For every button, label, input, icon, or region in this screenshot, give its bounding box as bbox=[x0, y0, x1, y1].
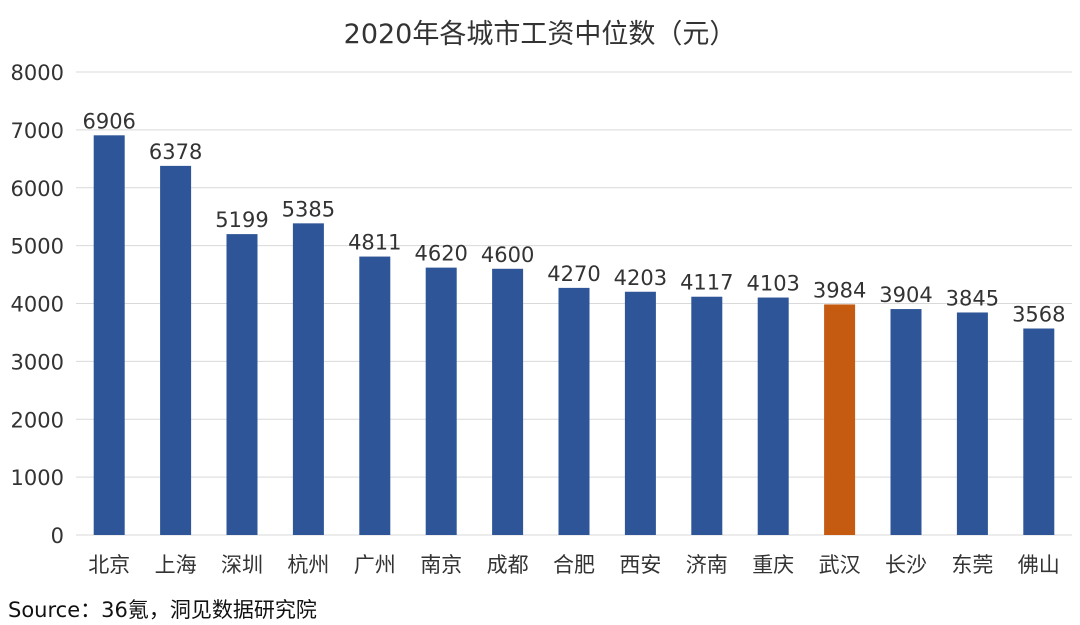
data-label: 4203 bbox=[614, 266, 667, 290]
y-tick-label: 0 bbox=[51, 524, 64, 548]
y-tick-label: 7000 bbox=[11, 119, 64, 143]
data-label: 4117 bbox=[680, 271, 733, 295]
data-label: 3904 bbox=[879, 283, 932, 307]
data-label: 3568 bbox=[1012, 303, 1065, 327]
x-tick-label: 北京 bbox=[88, 553, 130, 577]
bar bbox=[956, 312, 988, 535]
data-label: 4620 bbox=[414, 242, 467, 266]
data-label: 4270 bbox=[547, 262, 600, 286]
bar bbox=[890, 309, 922, 535]
source-note: Source：36氪，洞见数据研究院 bbox=[8, 598, 317, 622]
data-label: 4600 bbox=[481, 243, 534, 267]
bar bbox=[558, 287, 590, 535]
data-label: 3984 bbox=[813, 278, 866, 302]
bar bbox=[160, 165, 192, 536]
bar bbox=[1023, 328, 1055, 535]
x-tick-label: 长沙 bbox=[885, 553, 927, 577]
bar bbox=[292, 223, 324, 535]
bar bbox=[359, 256, 391, 535]
bar bbox=[492, 268, 524, 535]
y-tick-label: 4000 bbox=[11, 293, 64, 317]
x-tick-label: 广州 bbox=[354, 553, 396, 577]
data-label: 5199 bbox=[215, 208, 268, 232]
bar bbox=[226, 234, 258, 535]
x-tick-label: 东莞 bbox=[951, 553, 993, 577]
data-label: 4103 bbox=[746, 272, 799, 296]
x-tick-label: 合肥 bbox=[553, 553, 595, 577]
x-tick-label: 济南 bbox=[686, 553, 728, 577]
bar bbox=[757, 297, 789, 535]
data-label: 5385 bbox=[282, 197, 335, 221]
data-label: 4811 bbox=[348, 231, 401, 255]
data-label: 3845 bbox=[946, 286, 999, 310]
data-label: 6906 bbox=[82, 109, 135, 133]
y-tick-label: 1000 bbox=[11, 466, 64, 490]
x-tick-label: 西安 bbox=[619, 553, 661, 577]
y-tick-label: 5000 bbox=[11, 235, 64, 259]
x-tick-label: 南京 bbox=[420, 553, 462, 577]
x-tick-label: 重庆 bbox=[752, 553, 794, 577]
x-tick-label: 上海 bbox=[155, 553, 197, 577]
data-label: 6378 bbox=[149, 140, 202, 164]
bar bbox=[624, 291, 656, 535]
x-tick-label: 佛山 bbox=[1018, 553, 1060, 577]
y-tick-label: 3000 bbox=[11, 350, 64, 374]
bar bbox=[93, 135, 125, 535]
bar bbox=[425, 267, 457, 535]
y-tick-label: 2000 bbox=[11, 408, 64, 432]
x-tick-label: 杭州 bbox=[287, 553, 329, 577]
y-tick-label: 6000 bbox=[11, 177, 64, 201]
x-tick-label: 武汉 bbox=[819, 553, 861, 577]
chart-title: 2020年各城市工资中位数（元） bbox=[343, 19, 737, 50]
bar bbox=[824, 304, 856, 535]
y-tick-label: 8000 bbox=[11, 61, 64, 85]
bar bbox=[691, 296, 723, 535]
x-tick-label: 深圳 bbox=[221, 553, 263, 577]
x-tick-label: 成都 bbox=[487, 553, 529, 577]
